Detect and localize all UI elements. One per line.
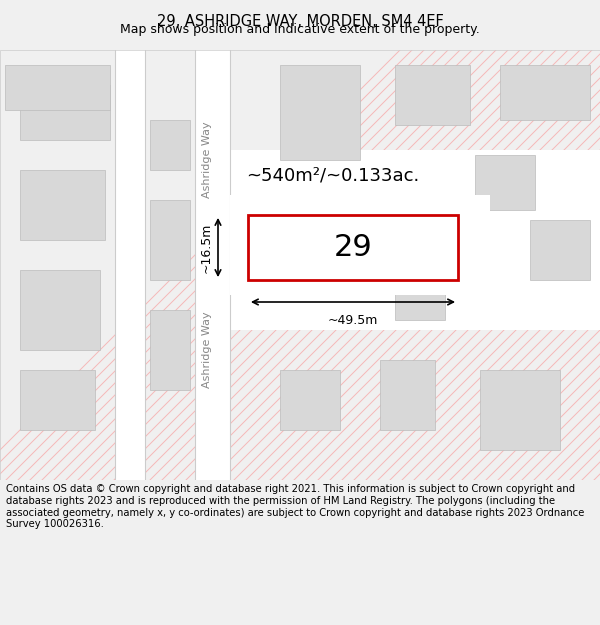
Text: ~49.5m: ~49.5m [328,314,378,327]
Bar [248,215,458,280]
Bar [150,200,190,280]
Bar [150,310,190,390]
Bar [20,85,110,140]
Bar [230,195,490,295]
Bar [475,155,535,210]
Bar [380,360,435,430]
Bar [20,170,105,240]
Bar [5,65,110,110]
Text: 29: 29 [334,233,373,262]
Polygon shape [195,50,230,480]
Polygon shape [115,50,145,480]
Text: Ashridge Way: Ashridge Way [202,122,212,198]
Text: ~16.5m: ~16.5m [200,222,213,272]
Bar [395,270,445,320]
Bar [395,65,470,125]
Text: Ashridge Way: Ashridge Way [202,312,212,388]
Bar [280,370,340,430]
Bar [20,270,100,350]
Bar [500,65,590,120]
Bar [480,370,560,450]
Bar [280,65,360,160]
Bar [150,120,190,170]
Bar [230,150,600,330]
Bar [20,370,95,430]
Bar [530,220,590,280]
Text: Contains OS data © Crown copyright and database right 2021. This information is : Contains OS data © Crown copyright and d… [6,484,584,529]
Text: Map shows position and indicative extent of the property.: Map shows position and indicative extent… [120,23,480,36]
Text: ~540m²/~0.133ac.: ~540m²/~0.133ac. [247,166,419,184]
Text: 29, ASHRIDGE WAY, MORDEN, SM4 4EF: 29, ASHRIDGE WAY, MORDEN, SM4 4EF [157,14,443,29]
